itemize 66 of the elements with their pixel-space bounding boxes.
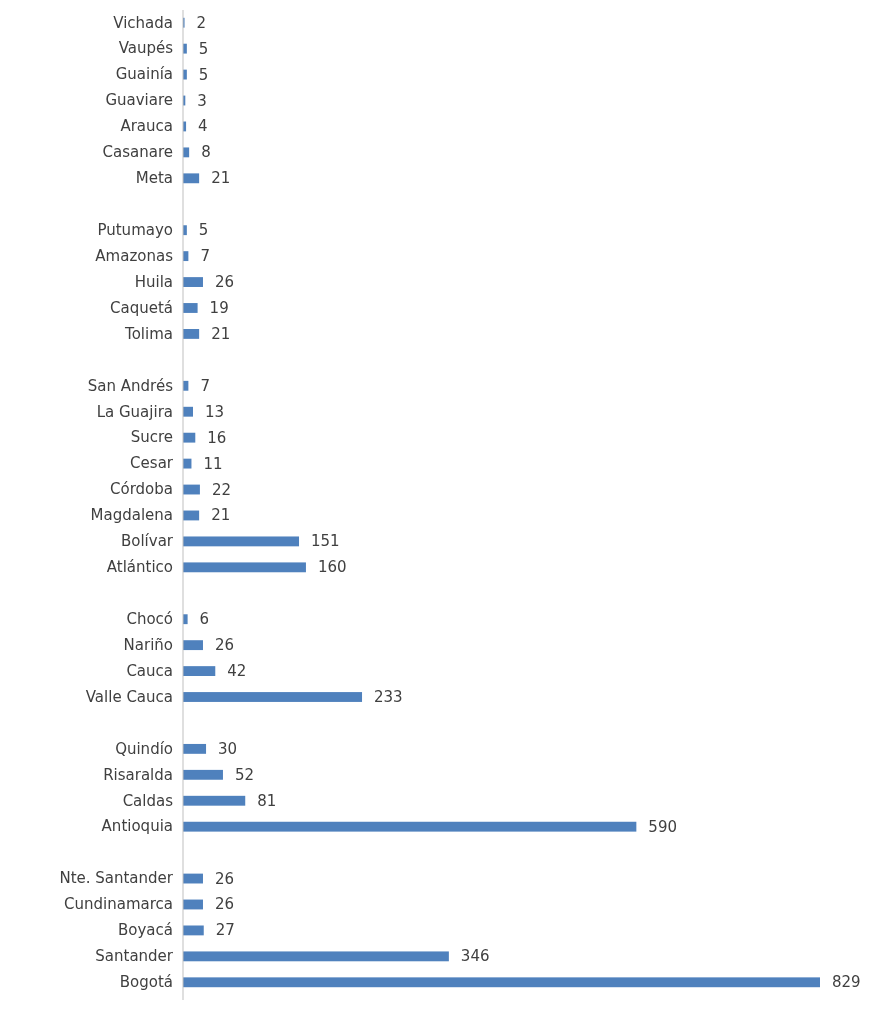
y-tick-label: Cesar bbox=[130, 454, 174, 473]
y-tick-label: Atlántico bbox=[106, 558, 173, 577]
y-tick-label: Guainía bbox=[115, 65, 173, 84]
data-label: 346 bbox=[460, 947, 490, 966]
y-tick-label: La Guajira bbox=[96, 402, 173, 421]
data-label: 22 bbox=[211, 480, 231, 499]
y-tick-label: Antioquia bbox=[101, 817, 173, 836]
y-tick-label: Sucre bbox=[130, 428, 173, 447]
y-tick-label: Cundinamarca bbox=[64, 895, 173, 914]
y-tick-label: Casanare bbox=[102, 143, 173, 162]
data-label: 2 bbox=[196, 13, 207, 32]
data-label: 5 bbox=[198, 65, 209, 84]
y-tick-label: Nte. Santander bbox=[59, 869, 174, 888]
data-label: 26 bbox=[214, 895, 235, 914]
y-tick-label: Meta bbox=[135, 169, 173, 188]
y-tick-label: Amazonas bbox=[95, 246, 174, 265]
y-tick-label: Vichada bbox=[113, 13, 173, 32]
y-tick-label: Guaviare bbox=[105, 91, 173, 110]
data-label: 26 bbox=[214, 869, 235, 888]
data-label: 26 bbox=[214, 636, 235, 655]
y-tick-label: San Andrés bbox=[87, 376, 174, 395]
y-tick-label: Tolima bbox=[124, 324, 173, 343]
data-label: 3 bbox=[197, 91, 207, 110]
y-tick-label: Quindío bbox=[115, 739, 173, 758]
data-label: 26 bbox=[214, 273, 235, 292]
data-label: 6 bbox=[199, 610, 210, 629]
data-label: 19 bbox=[209, 298, 229, 317]
y-tick-label: Córdoba bbox=[110, 480, 173, 499]
data-label: 829 bbox=[832, 973, 861, 992]
data-label: 5 bbox=[198, 39, 209, 58]
data-label: 42 bbox=[227, 662, 247, 681]
data-label: 11 bbox=[203, 454, 223, 473]
data-label: 151 bbox=[311, 532, 340, 551]
data-label: 81 bbox=[257, 791, 277, 810]
y-tick-label: Chocó bbox=[126, 610, 173, 629]
data-label: 21 bbox=[211, 324, 231, 343]
data-label: 21 bbox=[211, 506, 231, 525]
y-tick-label: Cauca bbox=[126, 661, 173, 680]
y-tick-label: Valle Cauca bbox=[85, 687, 173, 706]
data-label: 590 bbox=[648, 817, 677, 836]
data-label: 7 bbox=[200, 376, 210, 395]
data-label: 4 bbox=[198, 117, 208, 136]
data-label: 8 bbox=[201, 143, 211, 162]
data-label: 233 bbox=[374, 688, 403, 707]
y-tick-label: Huila bbox=[134, 272, 173, 291]
y-tick-label: Nariño bbox=[123, 635, 173, 654]
data-label: 7 bbox=[200, 247, 210, 266]
y-tick-label: Putumayo bbox=[97, 220, 173, 239]
y-tick-label: Bogotá bbox=[119, 973, 173, 992]
data-label: 5 bbox=[198, 221, 209, 240]
y-tick-label: Arauca bbox=[120, 117, 173, 136]
y-tick-label: Caquetá bbox=[110, 298, 173, 317]
y-tick-label: Vaupés bbox=[118, 39, 174, 58]
y-tick-label: Caldas bbox=[122, 791, 174, 810]
data-label: 52 bbox=[234, 765, 255, 784]
data-label: 13 bbox=[204, 402, 225, 421]
data-label: 27 bbox=[215, 921, 235, 940]
y-tick-label: Magdalena bbox=[90, 506, 173, 525]
y-tick-label: Santander bbox=[95, 947, 174, 966]
data-label: 160 bbox=[317, 558, 347, 577]
y-tick-label: Boyacá bbox=[118, 921, 173, 940]
data-label: 16 bbox=[207, 428, 227, 447]
data-label: 21 bbox=[211, 169, 231, 188]
data-label: 30 bbox=[218, 739, 238, 758]
y-tick-label: Bolívar bbox=[120, 532, 174, 551]
y-tick-label: Risaralda bbox=[103, 765, 173, 784]
